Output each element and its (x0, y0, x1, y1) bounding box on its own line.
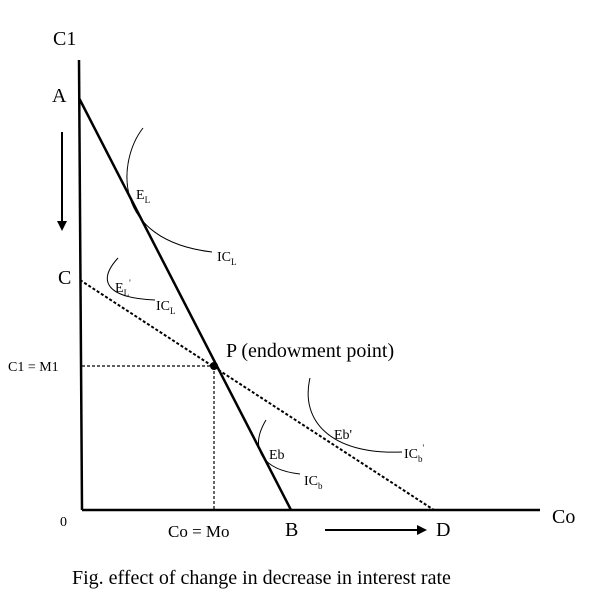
el-prime-label: EL' (115, 278, 131, 298)
guide-x-value-label: Co = Mo (168, 522, 230, 541)
ic-b-prime-label: ICb' (404, 443, 425, 464)
y-axis-label: C1 (53, 28, 76, 50)
point-c-label: C (58, 267, 71, 289)
eb-label: Eb (269, 448, 285, 463)
point-d-label: D (436, 519, 450, 541)
ic-b-label: ICb (304, 474, 323, 491)
endowment-point-marker (210, 362, 218, 370)
figure-caption: Fig. effect of change in decrease in int… (72, 567, 451, 589)
origin-label: 0 (60, 515, 67, 530)
point-a-label: A (52, 85, 67, 107)
el-label: EL (136, 188, 150, 205)
budget-line-cd (79, 279, 435, 511)
budget-line-ab (77, 97, 293, 511)
point-p-label: P (endowment point) (226, 340, 394, 362)
ic-l-label: ICL (217, 250, 237, 267)
ic-l-curve (126, 127, 213, 253)
guide-y-value-label: C1 = M1 (8, 360, 59, 375)
point-b-label: B (285, 519, 298, 541)
ic-b-curve (258, 419, 301, 475)
ic-l-prime-label: ICL (156, 299, 176, 316)
ic-l-prime-curve (106, 257, 156, 301)
x-axis-label: Co (552, 506, 575, 528)
y-axis (77, 59, 84, 511)
eb-prime-label: Eb' (334, 428, 352, 443)
ic-b-prime-curve (307, 377, 403, 453)
